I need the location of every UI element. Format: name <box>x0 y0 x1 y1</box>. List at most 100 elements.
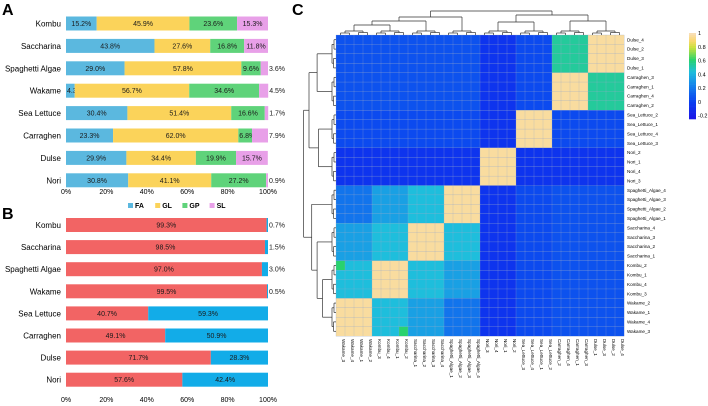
heatmap-cell <box>614 251 625 262</box>
heatmap-cell <box>560 81 571 92</box>
heatmap-cell <box>596 251 607 262</box>
heatmap-cell <box>353 110 364 120</box>
heatmap-cell <box>614 260 625 271</box>
heatmap-cell <box>542 185 553 196</box>
heatmap-cell <box>398 166 409 177</box>
heatmap-cell <box>434 204 445 214</box>
heatmap-cell <box>560 241 571 252</box>
data-label: 23.3% <box>80 133 100 140</box>
colorbar-tick-label: 0.2 <box>698 86 706 92</box>
row-label: Nori_3 <box>627 178 641 183</box>
heatmap-cell <box>551 44 562 55</box>
heatmap-cell <box>497 251 508 262</box>
row-label: Nori_1 <box>627 160 641 165</box>
heatmap-cell <box>578 34 589 45</box>
heatmap-cell <box>452 270 463 280</box>
colorbar-segment <box>689 41 696 45</box>
column-label: Carraghen_4 <box>566 339 571 366</box>
row-label: Carraghen_4 <box>627 94 654 99</box>
heatmap-cell <box>614 157 625 167</box>
heatmap-cell <box>425 147 436 158</box>
heatmap-cell <box>443 91 454 102</box>
heatmap-cell <box>407 270 418 280</box>
heatmap-cell <box>488 279 499 290</box>
heatmap-cell <box>524 166 535 177</box>
heatmap-cell <box>542 194 553 205</box>
heatmap-cell <box>560 204 571 214</box>
bar-segment-gp <box>189 83 260 98</box>
heatmap-cell <box>344 326 355 337</box>
heatmap-cell <box>344 100 355 111</box>
heatmap-cell <box>533 81 544 92</box>
row-label: Wakame_1 <box>627 310 651 315</box>
heatmap-cell <box>434 307 445 318</box>
heatmap-cell <box>587 91 598 102</box>
panel-letter-c: C <box>292 2 304 19</box>
heatmap-cell <box>515 204 526 214</box>
heatmap-cell <box>461 204 472 214</box>
heatmap-cell <box>479 317 490 327</box>
heatmap-cell <box>497 100 508 111</box>
legend-swatch-gp <box>182 203 188 208</box>
heatmap-cell <box>515 288 526 299</box>
heatmap-cell <box>461 175 472 186</box>
heatmap-cell <box>452 317 463 327</box>
heatmap-cell <box>542 44 553 55</box>
heatmap-cell <box>407 288 418 299</box>
heatmap-cell <box>524 175 535 186</box>
colorbar-segment <box>689 48 696 51</box>
heatmap-cell <box>362 128 373 139</box>
heatmap-cell <box>461 232 472 243</box>
heatmap-cell <box>371 307 382 318</box>
heatmap-cell <box>353 63 364 73</box>
category-label: Spaghetti Algae <box>5 64 62 73</box>
heatmap-cell <box>425 317 436 327</box>
heatmap-cell <box>587 53 598 64</box>
heatmap-cell <box>425 251 436 262</box>
column-label: Sea_Lettuce_1 <box>539 339 544 370</box>
heatmap-cell <box>542 270 553 280</box>
heatmap-cell <box>407 213 418 224</box>
data-label: 42.4% <box>215 377 235 384</box>
heatmap-cell <box>578 63 589 73</box>
heatmap-cell <box>515 270 526 280</box>
heatmap-cell <box>362 138 373 149</box>
heatmap-cell <box>497 157 508 167</box>
heatmap-cell <box>524 138 535 149</box>
heatmap-cell <box>434 185 445 196</box>
heatmap-cell <box>434 279 445 290</box>
heatmap-cell <box>479 63 490 73</box>
heatmap-cell <box>506 270 517 280</box>
heatmap-cell <box>425 204 436 214</box>
colorbar-segment <box>689 45 696 49</box>
heatmap-cell <box>434 53 445 64</box>
heatmap-cell <box>488 288 499 299</box>
heatmap-cell <box>470 166 481 177</box>
row-label: Dulse_3 <box>627 56 644 61</box>
heatmap-cell <box>614 175 625 186</box>
heatmap-cell <box>335 279 346 290</box>
heatmap-cell <box>551 232 562 243</box>
heatmap-cell <box>416 157 427 167</box>
heatmap-cell <box>497 138 508 149</box>
heatmap-cell <box>371 157 382 167</box>
heatmap-cell <box>443 53 454 64</box>
heatmap-cell <box>425 110 436 120</box>
heatmap-cell <box>434 119 445 130</box>
heatmap-cell <box>380 44 391 55</box>
heatmap-cell <box>407 298 418 309</box>
heatmap-cell <box>353 81 364 92</box>
column-label: Wakame_3 <box>341 339 346 363</box>
heatmap-cell <box>335 251 346 262</box>
heatmap-cell <box>515 175 526 186</box>
heatmap-cell <box>425 185 436 196</box>
heatmap-cell <box>371 326 382 337</box>
heatmap-cell <box>560 317 571 327</box>
heatmap-cell <box>452 147 463 158</box>
heatmap-cell <box>542 223 553 233</box>
heatmap-cell <box>371 91 382 102</box>
heatmap-cell <box>470 147 481 158</box>
row-label: Sea_Lettuce_1 <box>627 122 658 127</box>
heatmap-cell <box>425 260 436 271</box>
